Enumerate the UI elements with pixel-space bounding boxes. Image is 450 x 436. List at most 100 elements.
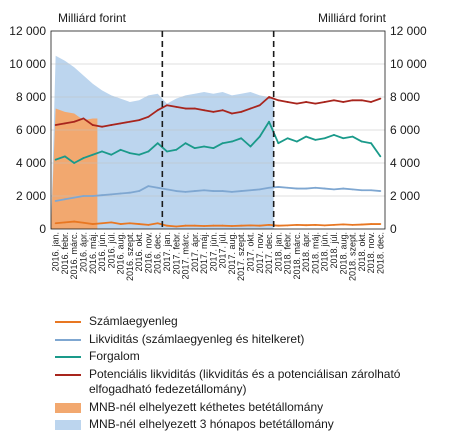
data-point-forgalom (138, 153, 141, 156)
data-point-forgalom (295, 140, 298, 143)
data-point-potencialis-likviditas-likvidi (203, 109, 205, 112)
data-point-forgalom (184, 142, 187, 145)
data-point-potencialis-likviditas-likvidi (379, 97, 382, 100)
data-point-potencialis-likviditas-likvidi (147, 115, 150, 118)
data-point-likviditas-szamlaegyenleg-es-h (295, 187, 298, 190)
data-point-forgalom (82, 157, 85, 159)
data-point-szamlaegyenleg (286, 224, 289, 227)
legend-swatch-szamlaegyenleg (55, 321, 81, 323)
x-tick-label: 2018. aug. (338, 232, 348, 275)
data-point-forgalom (212, 147, 215, 150)
data-point-likviditas-szamlaegyenleg-es-h (184, 190, 187, 193)
x-tick-label: 2017. febr. (171, 232, 181, 275)
data-point-likviditas-szamlaegyenleg-es-h (128, 191, 131, 194)
plot-frame (50, 30, 386, 230)
data-point-potencialis-likviditas-likvidi (351, 99, 354, 102)
data-point-szamlaegyenleg (128, 222, 131, 225)
data-point-forgalom (147, 150, 150, 153)
data-point-potencialis-likviditas-likvidi (258, 104, 261, 107)
series-line-szamlaegyenleg (55, 220, 381, 228)
x-tick-label: 2017. júl. (218, 232, 228, 269)
data-point-potencialis-likviditas-likvidi (119, 122, 122, 125)
data-point-szamlaegyenleg (203, 225, 205, 227)
data-point-szamlaegyenleg (73, 220, 76, 223)
data-point-potencialis-likviditas-likvidi (184, 107, 187, 110)
data-point-szamlaegyenleg (119, 223, 122, 225)
data-point-likviditas-szamlaegyenleg-es-h (54, 200, 57, 202)
data-point-forgalom (370, 142, 372, 145)
data-point-potencialis-likviditas-likvidi (128, 120, 131, 123)
x-tick-label: 2018. ápr. (301, 232, 311, 272)
data-point-forgalom (314, 139, 317, 141)
x-tick-label: 2016. aug. (116, 232, 126, 275)
legend-label-szamlaegyenleg: Számlaegyenleg (89, 314, 178, 328)
legend-swatch-forgalom (55, 356, 81, 358)
data-point-forgalom (119, 148, 122, 151)
data-point-likviditas-szamlaegyenleg-es-h (119, 192, 122, 195)
data-point-potencialis-likviditas-likvidi (360, 99, 363, 102)
data-point-forgalom (342, 137, 345, 140)
data-point-szamlaegyenleg (110, 221, 113, 224)
data-point-forgalom (64, 155, 66, 158)
data-point-szamlaegyenleg (277, 224, 280, 227)
data-point-szamlaegyenleg (295, 223, 298, 226)
series-line-potencialis-likviditas-likvidi (55, 96, 381, 128)
chart-canvas: 0 2 000 4 000 6 000 8 000 10 000 12 000 0 2 000… (9, 11, 427, 281)
y-tick-label-left: 10 000 (9, 57, 46, 71)
legend-item-forgalom: Forgalom (55, 349, 445, 365)
legend-item-keteheti: MNB-nél elhelyezett kéthetes betétállomá… (55, 400, 445, 416)
data-point-potencialis-likviditas-likvidi (64, 122, 66, 125)
data-point-forgalom (333, 134, 335, 136)
data-point-forgalom (110, 153, 113, 156)
data-point-forgalom (128, 152, 131, 155)
data-point-likviditas-szamlaegyenleg-es-h (231, 190, 233, 193)
data-point-szamlaegyenleg (240, 224, 243, 227)
data-point-potencialis-likviditas-likvidi (268, 96, 270, 98)
data-point-likviditas-szamlaegyenleg-es-h (258, 188, 261, 191)
data-point-potencialis-likviditas-likvidi (277, 99, 280, 102)
x-tick-label: 2016. júl. (106, 232, 116, 269)
legend-label-forgalom: Forgalom (89, 349, 140, 363)
data-point-likviditas-szamlaegyenleg-es-h (342, 187, 345, 190)
x-tick-label: 2018. jún. (320, 232, 330, 272)
series-line-likviditas-szamlaegyenleg-es-h (55, 185, 381, 202)
data-point-forgalom (305, 135, 308, 138)
data-point-szamlaegyenleg (82, 221, 85, 224)
line-series-group (54, 96, 382, 228)
data-point-potencialis-likviditas-likvidi (54, 124, 57, 126)
legend: Számlaegyenleg Likviditás (számlaegyenle… (55, 314, 445, 435)
data-point-likviditas-szamlaegyenleg-es-h (193, 190, 196, 192)
data-point-szamlaegyenleg (379, 223, 382, 225)
data-point-forgalom (258, 135, 261, 138)
legend-label-likviditas: Likviditás (számlaegyenleg és hitelkeret… (89, 331, 305, 346)
y-axis-left: 0 2 000 4 000 6 000 8 000 10 000 12 000 (9, 24, 46, 236)
data-point-likviditas-szamlaegyenleg-es-h (212, 190, 215, 192)
y-tick-label-left: 12 000 (9, 24, 46, 38)
data-point-forgalom (360, 140, 363, 143)
data-point-likviditas-szamlaegyenleg-es-h (360, 189, 363, 192)
data-point-szamlaegyenleg (305, 224, 308, 227)
data-point-likviditas-szamlaegyenleg-es-h (138, 190, 141, 192)
series-line-forgalom (55, 120, 382, 164)
data-point-szamlaegyenleg (175, 225, 178, 228)
data-point-likviditas-szamlaegyenleg-es-h (379, 190, 382, 192)
data-point-szamlaegyenleg (54, 222, 57, 225)
data-point-likviditas-szamlaegyenleg-es-h (268, 186, 270, 189)
data-point-szamlaegyenleg (268, 223, 270, 226)
x-tick-label: 2018. júl. (329, 232, 339, 269)
data-point-likviditas-szamlaegyenleg-es-h (156, 186, 159, 189)
data-point-forgalom (286, 137, 289, 140)
y-axis-right: 0 2 000 4 000 6 000 8 000 10 000 12 000 (390, 24, 427, 236)
data-point-potencialis-likviditas-likvidi (73, 120, 76, 123)
x-tick-label: 2016. nov. (143, 232, 153, 273)
unit-label-left: Milliárd forint (58, 11, 127, 25)
y-tick-label-right: 2 000 (390, 189, 420, 203)
x-tick-label: 2016. máj. (88, 232, 98, 274)
x-tick-label: 2018. máj. (310, 232, 320, 274)
y-tick-label-left: 6 000 (16, 123, 46, 137)
data-point-potencialis-likviditas-likvidi (166, 104, 168, 107)
y-tick-label-right: 12 000 (390, 24, 427, 38)
x-tick-label: 2018. márc. (292, 232, 302, 280)
data-point-potencialis-likviditas-likvidi (175, 106, 178, 108)
data-point-potencialis-likviditas-likvidi (193, 107, 196, 110)
